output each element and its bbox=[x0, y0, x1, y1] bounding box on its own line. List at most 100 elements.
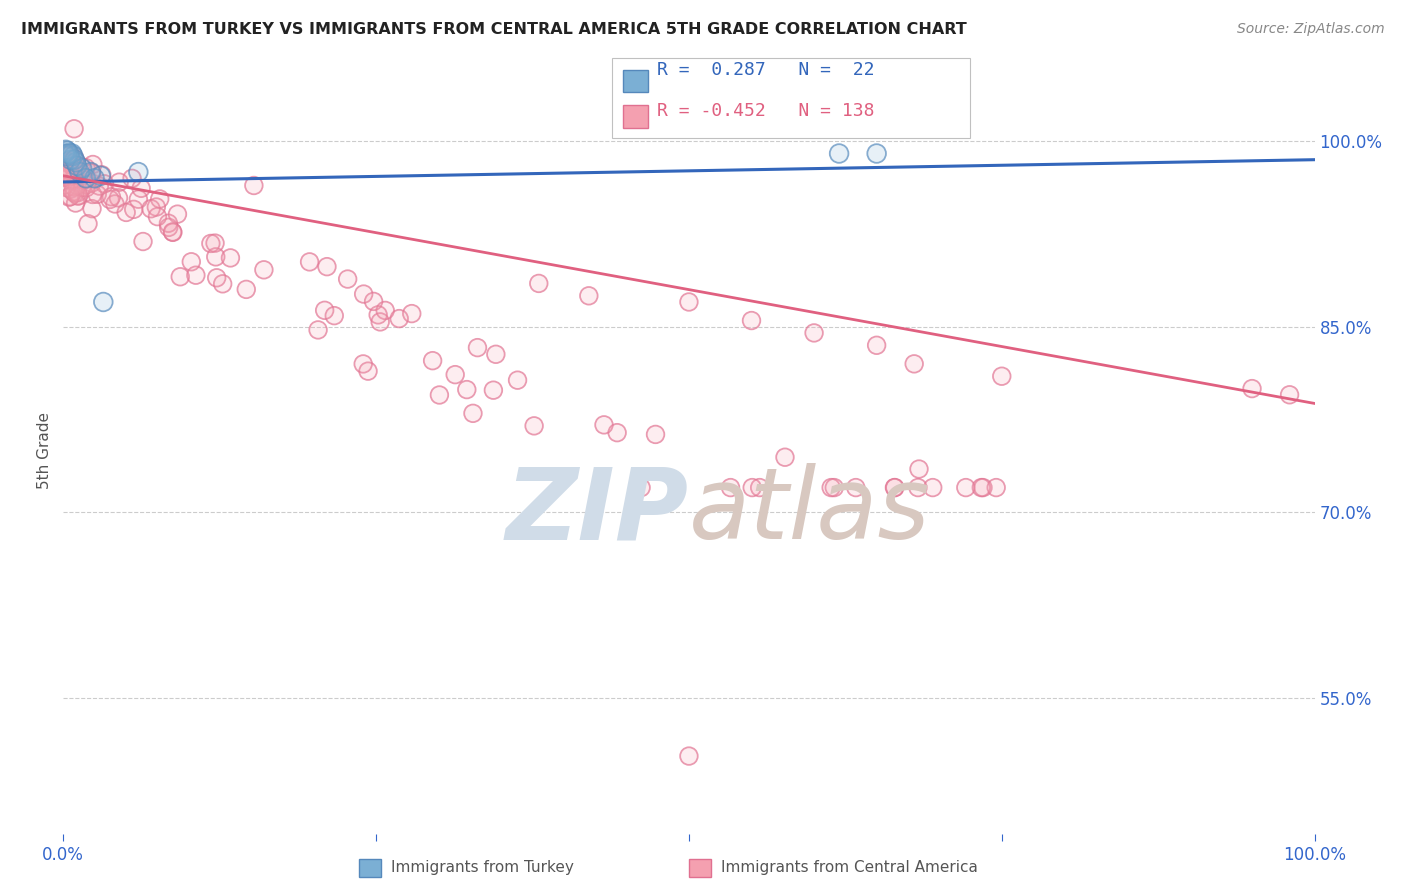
Point bbox=[828, 146, 851, 161]
Point bbox=[146, 210, 169, 224]
Point bbox=[162, 225, 184, 239]
Point bbox=[678, 749, 700, 764]
Point bbox=[65, 196, 87, 211]
Point bbox=[866, 338, 889, 352]
Point bbox=[955, 481, 977, 495]
Point bbox=[82, 187, 104, 202]
Point bbox=[388, 311, 411, 326]
Point bbox=[169, 269, 191, 284]
Point bbox=[75, 161, 97, 175]
Point bbox=[59, 153, 82, 167]
Point bbox=[58, 146, 80, 161]
Point bbox=[53, 170, 76, 185]
Point bbox=[63, 186, 86, 200]
Point bbox=[908, 462, 931, 476]
Point bbox=[56, 146, 79, 161]
Point bbox=[883, 481, 905, 495]
Point bbox=[63, 152, 86, 166]
Point bbox=[205, 270, 228, 285]
Point bbox=[67, 188, 90, 202]
Point bbox=[162, 225, 184, 239]
Point bbox=[66, 186, 89, 200]
Point bbox=[353, 287, 375, 301]
Point bbox=[908, 462, 931, 476]
Point bbox=[180, 254, 202, 268]
Point bbox=[921, 481, 943, 495]
Point bbox=[166, 207, 188, 221]
Point bbox=[970, 481, 993, 495]
Point bbox=[53, 169, 76, 183]
Text: R = -0.452   N = 138: R = -0.452 N = 138 bbox=[657, 102, 875, 120]
Point bbox=[66, 186, 89, 200]
Point bbox=[866, 146, 889, 161]
Point bbox=[56, 162, 79, 177]
Point bbox=[162, 225, 184, 239]
Point bbox=[86, 187, 108, 202]
Point bbox=[204, 250, 226, 264]
Point bbox=[56, 146, 79, 161]
Point bbox=[58, 190, 80, 204]
Point bbox=[55, 143, 77, 157]
Point bbox=[65, 155, 87, 169]
Point bbox=[630, 481, 652, 495]
Point bbox=[970, 481, 993, 495]
Point bbox=[307, 323, 329, 337]
Point bbox=[58, 156, 80, 170]
Point bbox=[129, 181, 152, 195]
Point bbox=[422, 353, 444, 368]
Point bbox=[58, 154, 80, 169]
Point bbox=[1241, 382, 1264, 396]
Point bbox=[53, 178, 76, 192]
Point bbox=[200, 236, 222, 251]
Point bbox=[100, 190, 122, 204]
Point bbox=[145, 200, 167, 214]
Point bbox=[59, 182, 82, 196]
Point bbox=[70, 169, 93, 184]
Point bbox=[907, 481, 929, 495]
Point bbox=[845, 481, 868, 495]
Point bbox=[55, 180, 77, 194]
Point bbox=[62, 149, 84, 163]
Point bbox=[482, 383, 505, 397]
Point bbox=[307, 323, 329, 337]
Point bbox=[166, 207, 188, 221]
Point bbox=[63, 121, 86, 136]
Point bbox=[58, 146, 80, 161]
Point bbox=[77, 217, 100, 231]
Point bbox=[80, 165, 103, 179]
Point bbox=[66, 178, 89, 193]
Point bbox=[204, 236, 226, 251]
Point bbox=[82, 157, 104, 171]
Point bbox=[80, 176, 103, 190]
Point bbox=[75, 180, 97, 194]
Point bbox=[132, 235, 155, 249]
Point bbox=[104, 197, 127, 211]
Point bbox=[298, 255, 321, 269]
Point bbox=[773, 450, 796, 465]
Point bbox=[90, 169, 112, 183]
Point bbox=[314, 303, 336, 318]
Text: ZIP: ZIP bbox=[506, 463, 689, 560]
Point bbox=[115, 205, 138, 219]
Point bbox=[90, 168, 112, 182]
Point bbox=[149, 192, 172, 206]
Point bbox=[149, 192, 172, 206]
Point bbox=[63, 121, 86, 136]
Point bbox=[253, 262, 276, 277]
Point bbox=[921, 481, 943, 495]
Point bbox=[53, 165, 76, 179]
Point bbox=[59, 147, 82, 161]
Point bbox=[866, 338, 889, 352]
Point bbox=[139, 202, 162, 216]
Point bbox=[58, 146, 80, 161]
Point bbox=[204, 250, 226, 264]
Point bbox=[444, 368, 467, 382]
Point bbox=[66, 189, 89, 203]
Point bbox=[883, 481, 905, 495]
Point bbox=[72, 180, 94, 194]
Point bbox=[63, 186, 86, 200]
Point bbox=[467, 341, 489, 355]
Point bbox=[59, 182, 82, 196]
Point bbox=[363, 294, 385, 309]
Text: R =  0.287   N =  22: R = 0.287 N = 22 bbox=[657, 62, 875, 79]
